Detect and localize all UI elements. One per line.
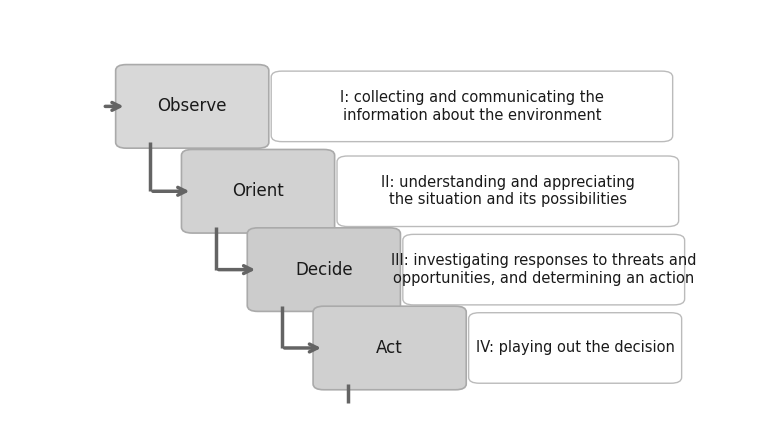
Text: Orient: Orient <box>232 182 284 200</box>
FancyBboxPatch shape <box>247 228 401 311</box>
FancyBboxPatch shape <box>337 156 679 226</box>
FancyBboxPatch shape <box>181 150 334 233</box>
Text: Decide: Decide <box>295 261 353 279</box>
FancyBboxPatch shape <box>116 64 269 148</box>
FancyBboxPatch shape <box>271 71 672 142</box>
Text: II: understanding and appreciating
the situation and its possibilities: II: understanding and appreciating the s… <box>381 175 635 207</box>
FancyBboxPatch shape <box>469 313 682 383</box>
Text: III: investigating responses to threats and
opportunities, and determining an ac: III: investigating responses to threats … <box>391 254 696 286</box>
Text: I: collecting and communicating the
information about the environment: I: collecting and communicating the info… <box>340 90 604 123</box>
FancyBboxPatch shape <box>403 234 685 305</box>
Text: Act: Act <box>376 339 403 357</box>
Text: Observe: Observe <box>157 98 227 115</box>
Text: IV: playing out the decision: IV: playing out the decision <box>476 340 675 355</box>
FancyBboxPatch shape <box>313 306 466 390</box>
